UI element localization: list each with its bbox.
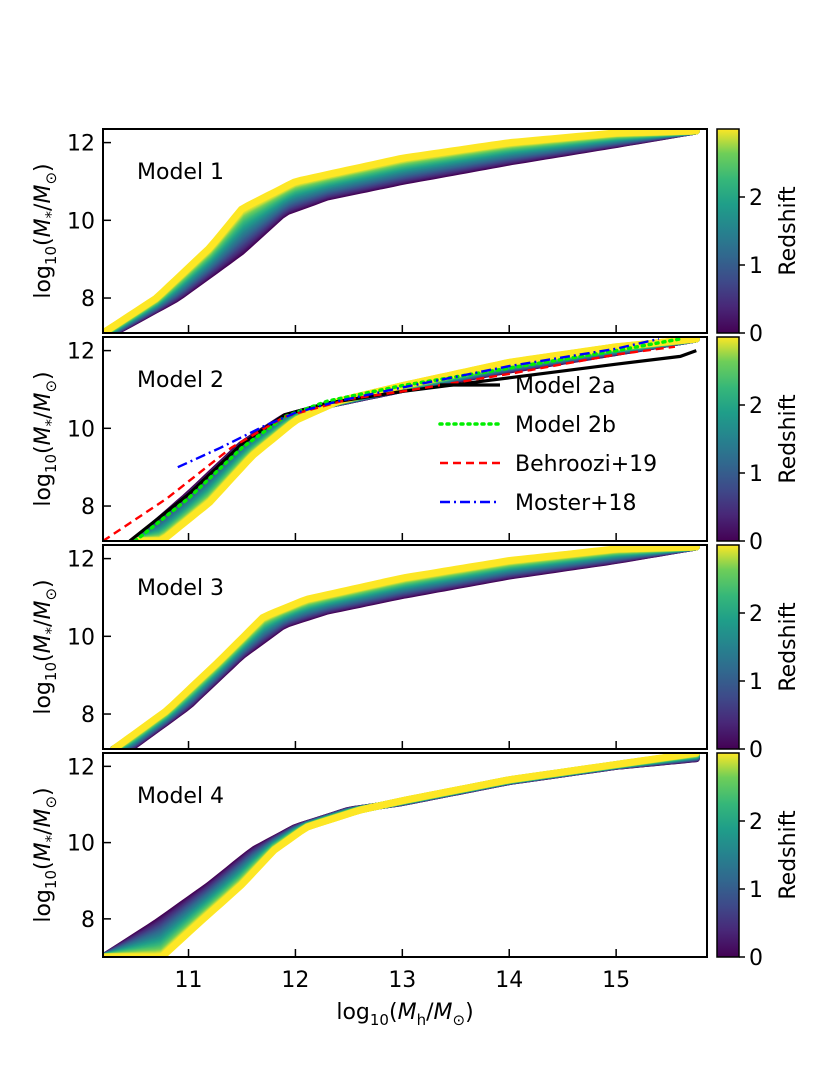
panels: 8 10 12 Model 1 log10(M*/M⊙) 8 10 12 Model 2 log1…	[31, 128, 708, 958]
panel-frame	[102, 128, 708, 334]
panel-1: 8 10 12 Model 1 log10(M*/M⊙)	[31, 128, 708, 334]
y-axis-title: log10(M*/M⊙)	[31, 371, 60, 506]
colorbar-tick-label: 0	[749, 530, 763, 555]
panel-3: 8 10 12 Model 3 log10(M*/M⊙)	[31, 544, 708, 750]
colorbar-tick-label: 0	[749, 738, 763, 763]
panel-label: Model 1	[137, 160, 224, 185]
colorbar-tick-label: 1	[749, 878, 763, 903]
panel-frame	[102, 336, 708, 542]
panel-label: Model 2	[137, 368, 224, 393]
colorbar-tick-label: 2	[749, 394, 763, 419]
series-line-moster-18	[177, 337, 660, 469]
y-tick-label: 8	[81, 287, 95, 312]
legend-entry: Moster+18	[515, 491, 637, 516]
redshift-curve	[103, 753, 700, 957]
panel-frame	[102, 544, 708, 750]
x-tick-label: 13	[388, 968, 416, 993]
colorbar-tick-label: 0	[749, 322, 763, 347]
y-tick-label: 12	[67, 548, 95, 573]
x-tick-label: 15	[602, 968, 630, 993]
plot-area	[110, 545, 700, 749]
x-tick-label: 14	[495, 968, 523, 993]
colorbar-tick-label: 0	[749, 946, 763, 971]
panel-frame	[102, 752, 708, 958]
y-tick-label: 12	[67, 132, 95, 157]
colorbar-tick-label: 1	[749, 462, 763, 487]
colorbar-title: Redshift	[776, 394, 801, 484]
panel-label: Model 3	[137, 576, 224, 601]
y-tick-label: 10	[67, 209, 95, 234]
y-tick-label: 10	[67, 417, 95, 442]
y-tick-label: 8	[81, 908, 95, 933]
colorbars: 0 1 2 Redshift 0 1 2 Redshift 0 1 2 Redshift 0 1 2 Reds…	[716, 128, 801, 971]
y-tick-label: 10	[67, 625, 95, 650]
y-axis-title: log10(M*/M⊙)	[31, 787, 60, 922]
colorbar-tick-label: 1	[749, 670, 763, 695]
colorbar-gradient	[716, 752, 740, 958]
y-tick-label: 8	[81, 495, 95, 520]
colorbar-gradient	[716, 336, 740, 542]
colorbar-title: Redshift	[776, 810, 801, 900]
y-tick-label: 12	[67, 340, 95, 365]
x-tick-label: 12	[281, 968, 309, 993]
x-axis: 11 12 13 14 15 log10(Mh/M⊙)	[175, 968, 631, 1029]
colorbar-title: Redshift	[776, 602, 801, 692]
legend-entry: Behroozi+19	[515, 452, 657, 477]
colorbar-tick-label: 2	[749, 186, 763, 211]
colorbar-tick-label: 2	[749, 810, 763, 835]
panel-2: 8 10 12 Model 2 log10(M*/M⊙) Model 2a Model 2b…	[31, 336, 708, 542]
y-axis-title: log10(M*/M⊙)	[31, 579, 60, 714]
colorbar-3: 0 1 2 Redshift	[716, 544, 801, 763]
y-tick-label: 8	[81, 703, 95, 728]
colorbar-4: 0 1 2 Redshift	[716, 752, 801, 971]
plot-area	[103, 753, 700, 957]
y-axis-title: log10(M*/M⊙)	[31, 163, 60, 298]
plot-area	[103, 337, 700, 541]
x-tick-label: 11	[175, 968, 203, 993]
colorbar-1: 0 1 2 Redshift	[716, 128, 801, 347]
series-line-model-2b	[133, 337, 683, 541]
legend: Model 2a Model 2b Behroozi+19 Moster+18	[438, 374, 657, 516]
redshift-curve	[110, 545, 700, 749]
colorbar-tick-label: 2	[749, 602, 763, 627]
y-tick-label: 10	[67, 832, 95, 857]
plot-area	[103, 129, 700, 333]
colorbar-gradient	[716, 128, 740, 334]
legend-entry: Model 2b	[515, 413, 616, 438]
colorbar-tick-label: 1	[749, 254, 763, 279]
panel-4: 8 10 12 Model 4 log10(M*/M⊙)	[31, 752, 708, 958]
colorbar-title: Redshift	[776, 186, 801, 276]
colorbar-2: 0 1 2 Redshift	[716, 336, 801, 555]
redshift-curve	[103, 129, 700, 333]
x-axis-title: log10(Mh/M⊙)	[336, 1000, 473, 1029]
legend-entry: Model 2a	[515, 374, 616, 399]
colorbar-gradient	[716, 544, 740, 750]
y-tick-label: 12	[67, 755, 95, 780]
panel-label: Model 4	[137, 784, 224, 809]
